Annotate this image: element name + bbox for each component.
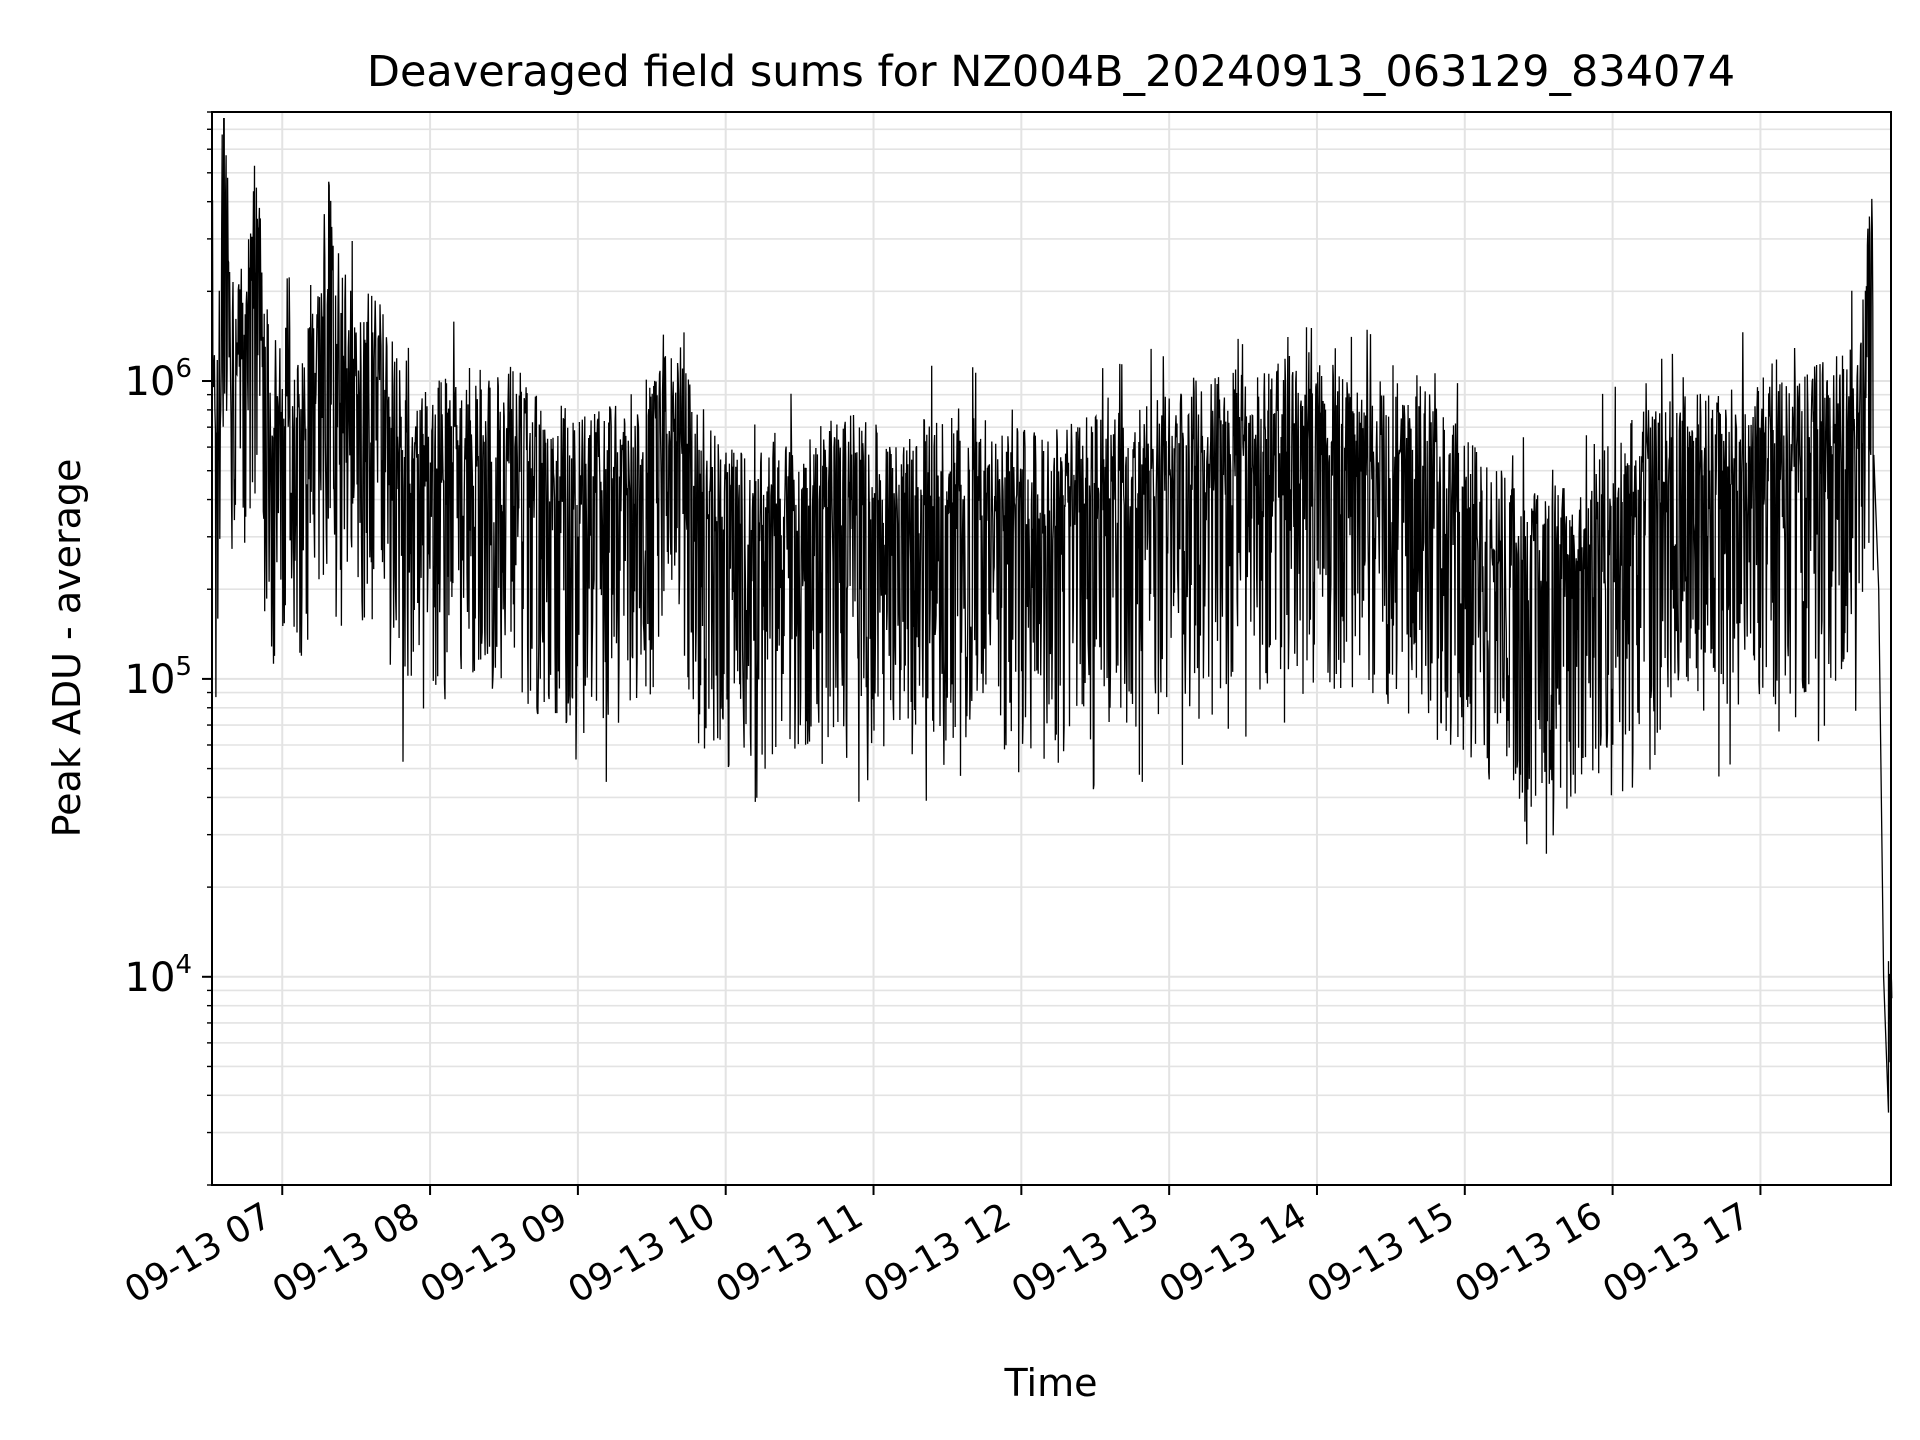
- chart-title: Deaveraged field sums for NZ004B_2024091…: [367, 47, 1735, 97]
- plot-area: [211, 117, 1893, 1113]
- plot-frame: [211, 111, 1892, 1186]
- y-axis-label: Peak ADU - average: [45, 459, 89, 838]
- series-line: [211, 117, 1893, 1113]
- y-tick-label: 104: [125, 950, 192, 1001]
- x-axis-label: Time: [1004, 1361, 1098, 1405]
- y-tick-label: 106: [125, 354, 192, 405]
- y-axis: 104 105 106: [125, 111, 212, 1186]
- y-tick-label: 105: [125, 652, 192, 703]
